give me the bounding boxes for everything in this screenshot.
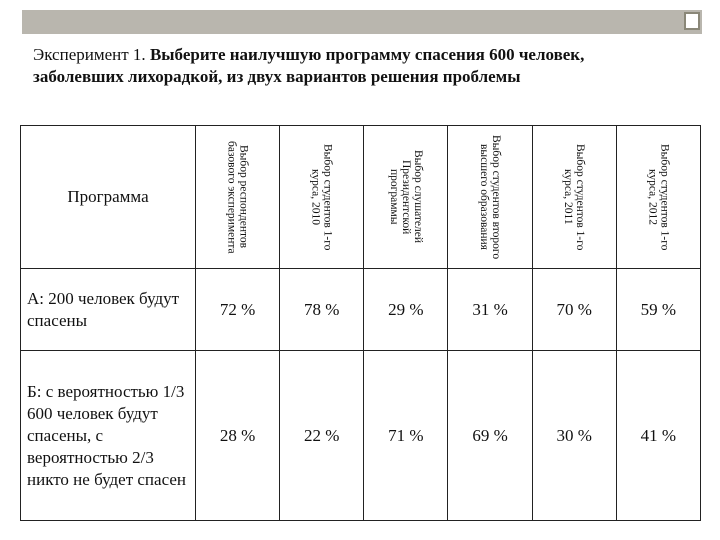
cell: 30 % — [531, 350, 617, 521]
cell: 71 % — [363, 350, 449, 521]
column-header-text: Выбор студентов 1-го курса, 2011 — [562, 143, 587, 251]
column-header: Выбор слушателей Президентской программы — [363, 125, 449, 269]
column-header: Выбор студентов 1-го курса, 2011 — [531, 125, 617, 269]
column-header-text: Выбор студентов второго высшего образова… — [478, 134, 503, 260]
row-label: Б: с вероятностью 1/3 600 человек будут … — [20, 350, 196, 521]
column-header: Выбор студентов 1-го курса, 2010 — [279, 125, 365, 269]
table-row: А: 200 человек будут спасены 72 % 78 % 29 %… — [20, 268, 702, 351]
column-header: Выбор студентов второго высшего образова… — [447, 125, 533, 269]
column-header-text: Выбор респондентов базового эксперимента — [225, 140, 250, 254]
table-body: Программа Выбор респондентов базового экс… — [20, 125, 702, 521]
cell: 29 % — [363, 268, 449, 351]
cell: 70 % — [531, 268, 617, 351]
header-row: Программа Выбор респондентов базового экс… — [20, 125, 702, 269]
table: Программа Выбор респондентов базового экс… — [20, 125, 702, 521]
corner-cell: Программа — [20, 125, 196, 269]
cell: 72 % — [194, 268, 281, 351]
cell: 28 % — [194, 350, 281, 521]
row-label: А: 200 человек будут спасены — [20, 268, 196, 351]
table-row: Б: с вероятностью 1/3 600 человек будут … — [20, 350, 702, 521]
cell: 22 % — [279, 350, 365, 521]
cell: 31 % — [447, 268, 533, 351]
cell: 59 % — [615, 268, 702, 351]
cell: 69 % — [447, 350, 533, 521]
cell: 41 % — [615, 350, 702, 521]
title: Эксперимент 1. Выберите наилучшую програ… — [33, 44, 633, 88]
top-bar — [22, 10, 702, 34]
column-header: Выбор студентов 1-го курса, 2012 — [615, 125, 702, 269]
column-header-text: Выбор слушателей Президентской программы — [387, 150, 424, 244]
column-header-text: Выбор студентов 1-го курса, 2010 — [309, 143, 334, 251]
column-header-text: Выбор студентов 1-го курса, 2012 — [646, 143, 671, 251]
column-header: Выбор респондентов базового эксперимента — [194, 125, 281, 269]
cell: 78 % — [279, 268, 365, 351]
top-square — [684, 12, 700, 30]
title-text: Выберите наилучшую программу спасения 60… — [33, 45, 585, 86]
title-prefix: Эксперимент 1. — [33, 45, 146, 64]
